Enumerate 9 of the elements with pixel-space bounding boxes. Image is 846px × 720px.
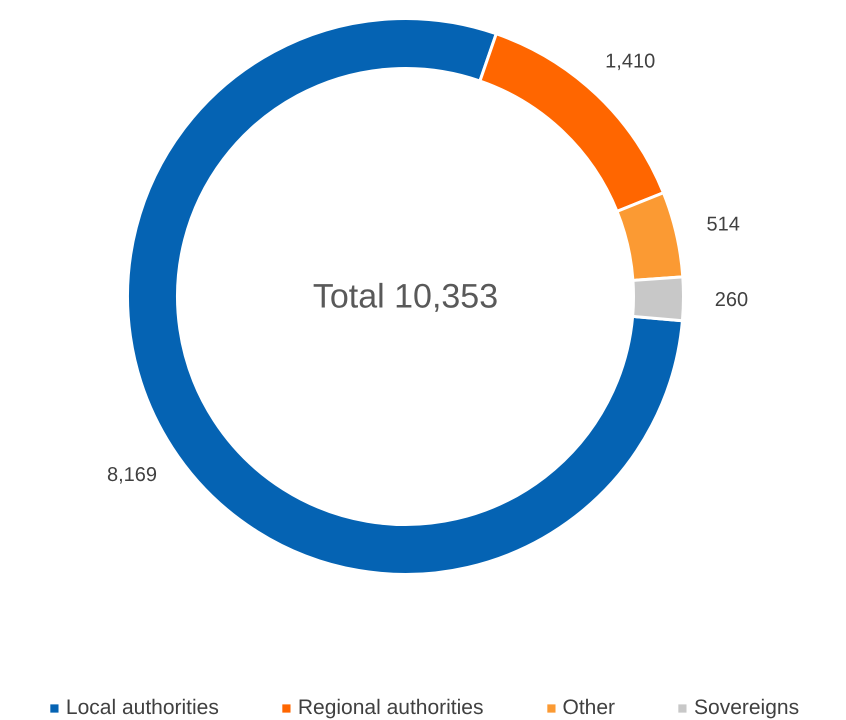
data-label: 260 [714, 289, 748, 312]
legend-label: Sovereigns [694, 696, 800, 720]
text: Total 10,353 [312, 278, 498, 316]
legend-label: Other [562, 696, 616, 720]
data-label: 1,410 [605, 50, 656, 72]
legend-label: Regional authorities [298, 696, 484, 720]
data-label: 8,169 [106, 464, 158, 486]
legend-label: Local authorities [66, 696, 219, 720]
data-label: 514 [706, 213, 740, 236]
